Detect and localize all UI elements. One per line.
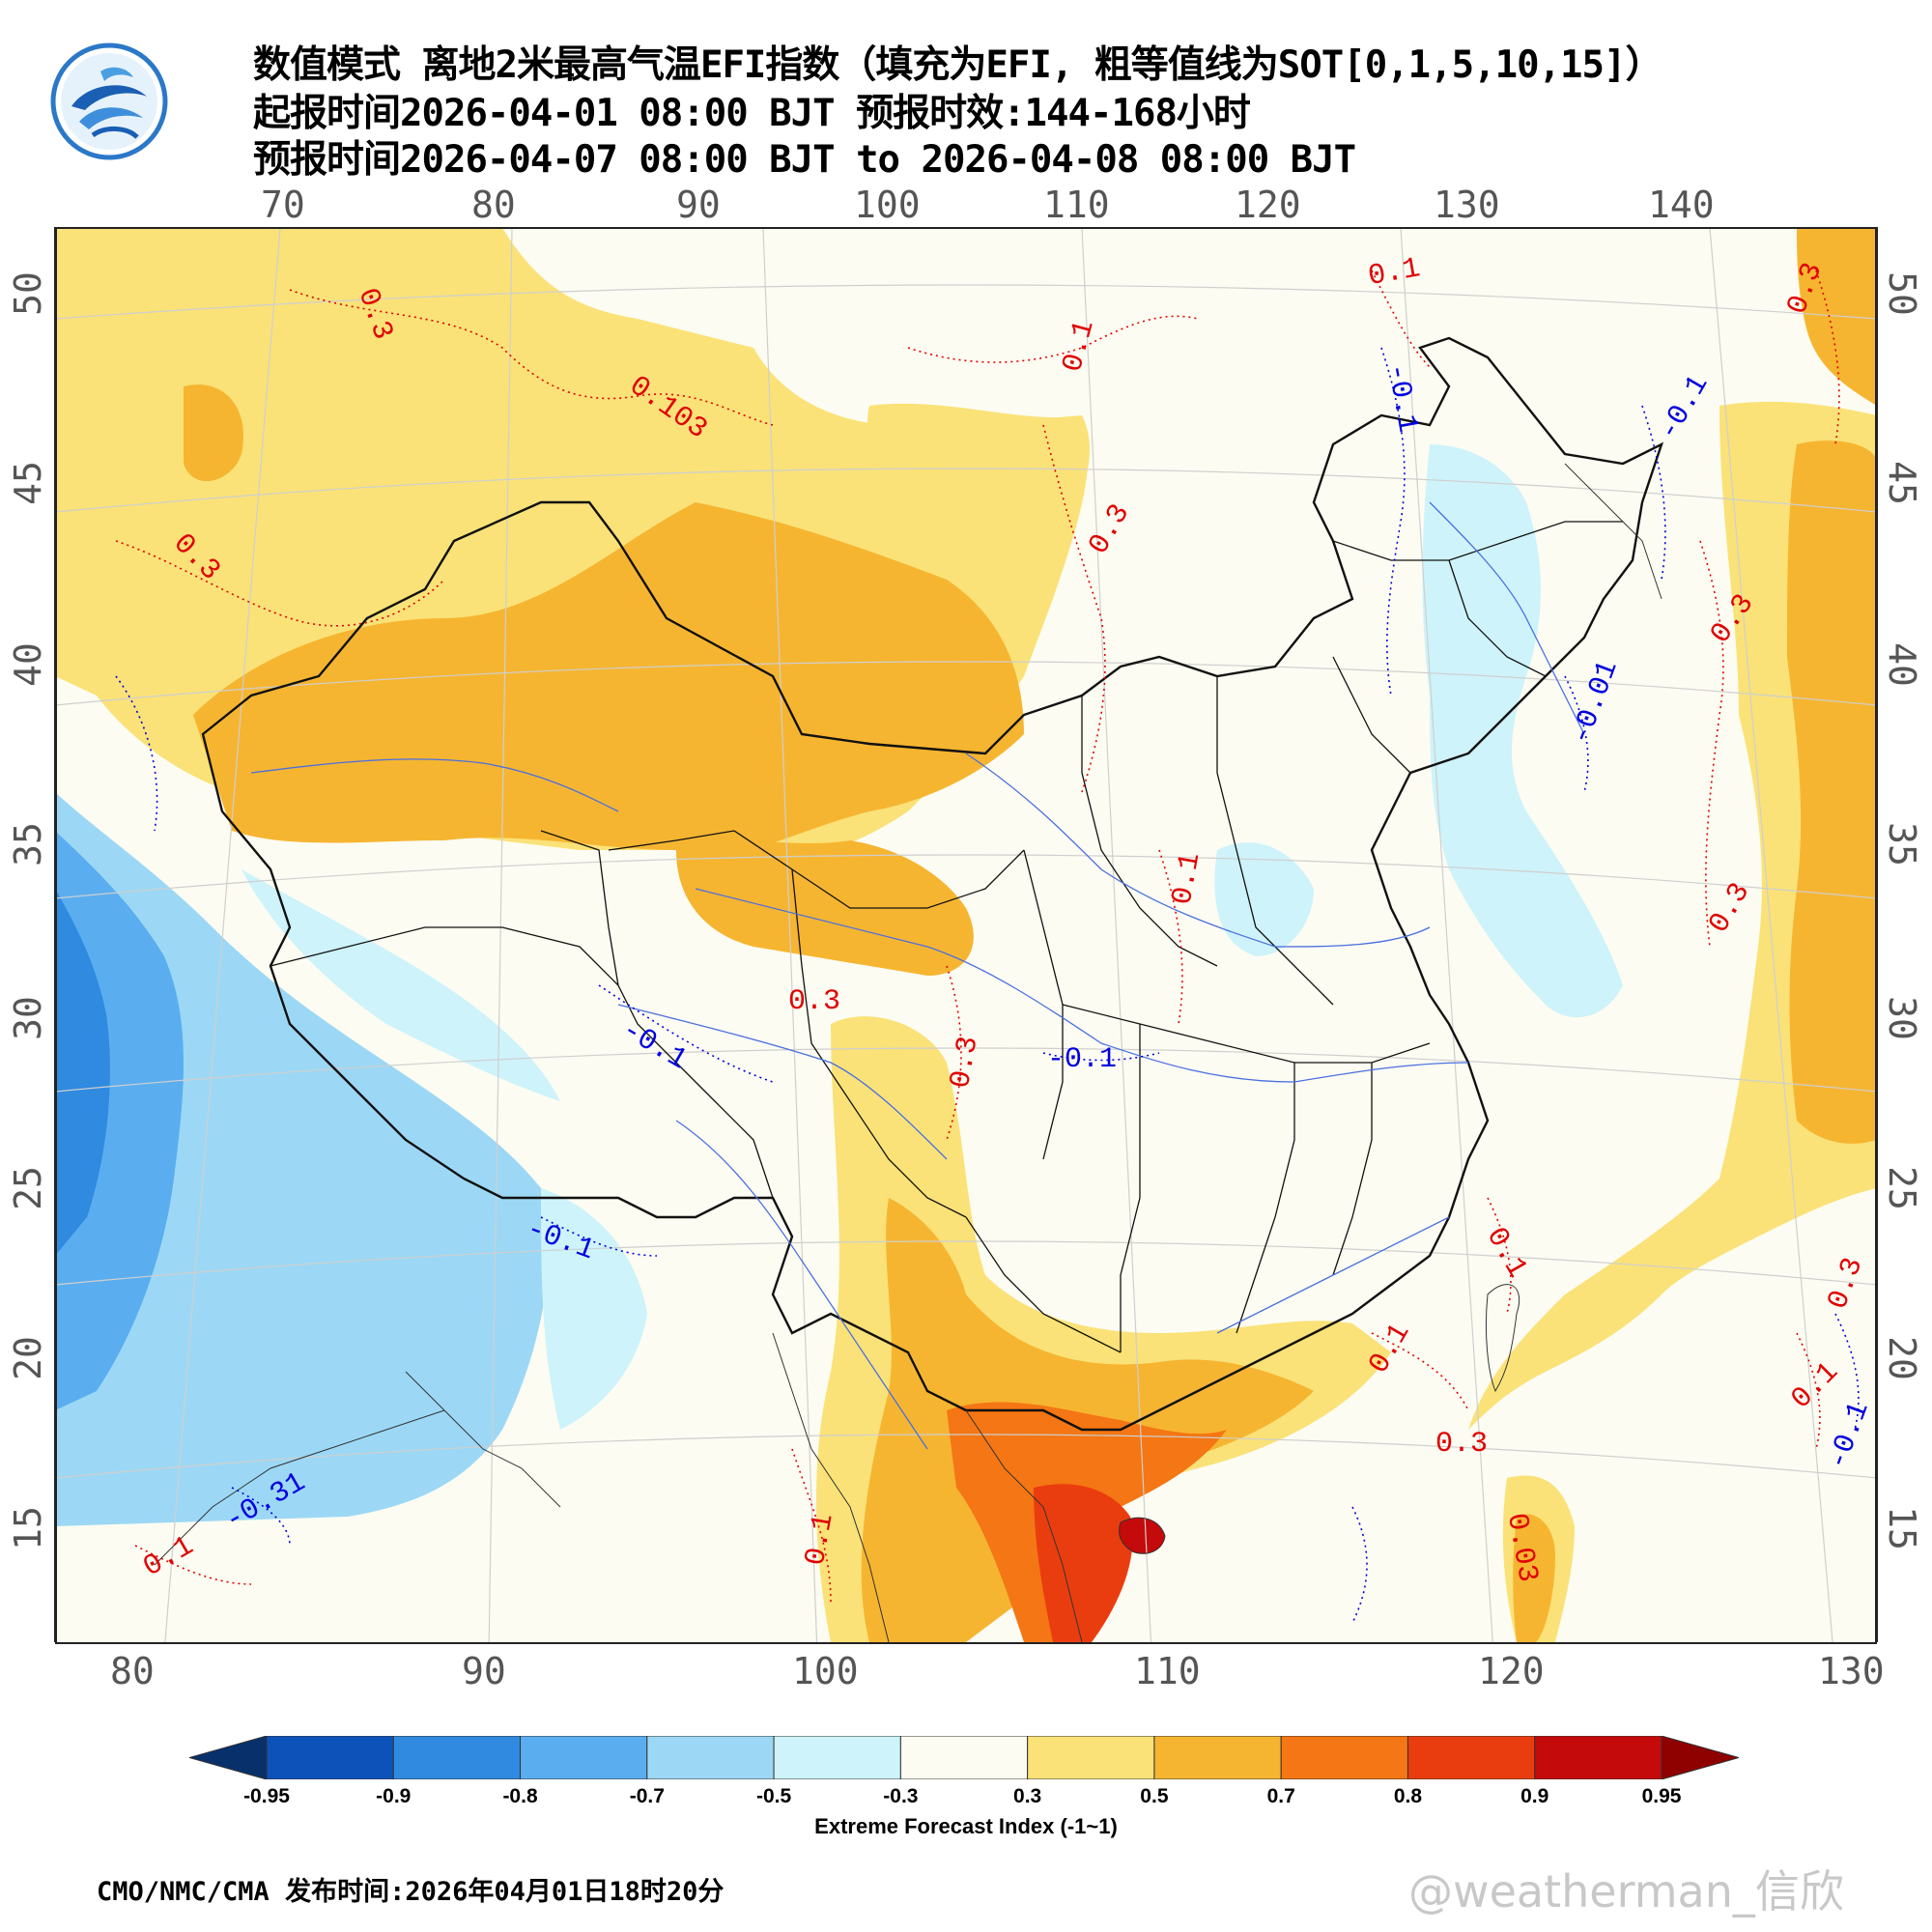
lon-label: 80: [471, 184, 516, 226]
chart-title-line1: 数值模式 离地2米最高气温EFI指数（填充为EFI, 粗等值线为SOT[0,1,…: [253, 43, 1662, 87]
lon-label: 100: [854, 184, 921, 226]
province-borders: [270, 521, 1623, 1353]
colorbar-tick: 0.3: [1013, 1785, 1042, 1807]
lat-label: 25: [1880, 1166, 1923, 1210]
efi-fill-india-deep-blue: [55, 889, 110, 1256]
efi-fill-sw-patch: [184, 384, 243, 482]
efi-fill-scs-red: [1034, 1484, 1133, 1642]
lon-label: 80: [110, 1650, 155, 1692]
colorbar-tick: -0.3: [883, 1785, 919, 1807]
lat-label: 20: [6, 1336, 49, 1380]
colorbar-tick: 0.7: [1266, 1785, 1295, 1807]
efi-fill-east-orange: [1787, 440, 1877, 1144]
chart-title-line2: 起报时间2026-04-01 08:00 BJT 预报时效:144-168小时: [253, 92, 1251, 135]
lon-label: 130: [1818, 1650, 1885, 1692]
lon-label: 90: [462, 1650, 506, 1692]
colorbar-bin: [773, 1736, 901, 1779]
lat-label: 15: [6, 1506, 49, 1550]
lat-label: 35: [1880, 822, 1923, 867]
cma-logo-icon: [50, 43, 168, 160]
colorbar-bin: [1406, 1736, 1536, 1779]
contour-label: -0.1: [1047, 1043, 1117, 1076]
efi-fill-north-china-pale-blue: [1214, 842, 1314, 956]
efi-fill-ne-pale-blue: [1422, 444, 1623, 1018]
contour-label: 0.3: [788, 985, 840, 1018]
colorbar-bin: [1534, 1736, 1662, 1779]
contour-label: 0.3: [1435, 1428, 1488, 1461]
efi-fill-mongolia-yellow: [867, 403, 1091, 541]
lon-label: 140: [1648, 184, 1715, 226]
colorbar-tick: 0.9: [1520, 1785, 1549, 1807]
lon-label: 110: [1134, 1650, 1201, 1692]
colorbar-arrow-low: [189, 1736, 268, 1779]
efi-fill-east-yellow: [1468, 401, 1877, 1430]
lat-label: 20: [1880, 1336, 1923, 1380]
colorbar-bin: [1027, 1736, 1155, 1779]
colorbar-tick: -0.8: [502, 1785, 538, 1807]
colorbar-bin: [266, 1736, 394, 1779]
issue-footer: CMO/NMC/CMA 发布时间:2026年04月01日18时20分: [97, 1877, 724, 1907]
colorbar-tick: -0.7: [629, 1785, 665, 1807]
lat-label: 50: [1880, 271, 1923, 316]
colorbar-tick: 0.5: [1140, 1785, 1169, 1807]
colorbar-bin: [520, 1736, 648, 1779]
efi-fill-qinghai-orange: [676, 840, 974, 976]
colorbar-bin: [1280, 1736, 1408, 1779]
colorbar-arrow-high: [1661, 1736, 1739, 1779]
colorbar-bin: [646, 1736, 775, 1779]
colorbar-tick: -0.9: [376, 1785, 412, 1807]
colorbar-tick: -0.5: [755, 1785, 792, 1807]
china-border: [201, 336, 1664, 1432]
efi-colorbar: [189, 1736, 1739, 1779]
colorbar-bin: [392, 1736, 522, 1779]
lat-label: 40: [6, 642, 49, 687]
lon-label: 70: [261, 184, 305, 226]
efi-fill-india-pale: [541, 1188, 647, 1430]
lon-label: 100: [792, 1650, 859, 1692]
lat-label: 40: [1880, 642, 1923, 687]
colorbar-tick: -0.95: [243, 1785, 290, 1807]
lon-label: 120: [1235, 184, 1301, 226]
lon-label: 120: [1478, 1650, 1545, 1692]
graticule: [55, 228, 1877, 1700]
efi-fill-ne-orange: [1797, 228, 1877, 406]
colorbar-tick: 0.8: [1393, 1785, 1423, 1807]
rivers: [250, 501, 1585, 1450]
lat-label: 25: [6, 1166, 49, 1210]
chart-title-line3: 预报时间2026-04-07 08:00 BJT to 2026-04-08 0…: [253, 138, 1356, 182]
lon-label: 110: [1043, 184, 1110, 226]
lat-label: 45: [6, 461, 49, 505]
efi-fill-india-light-blue: [55, 792, 549, 1526]
colorbar-bin: [899, 1736, 1029, 1779]
lon-label: 90: [676, 184, 721, 226]
sot-contours: [115, 270, 1860, 1624]
lat-label: 30: [1880, 996, 1923, 1040]
watermark: @weatherman_信欣: [1408, 1865, 1844, 1918]
lat-label: 35: [6, 822, 49, 867]
colorbar-tick: 0.95: [1641, 1785, 1682, 1807]
colorbar-bin: [1153, 1736, 1282, 1779]
country-borders: [154, 463, 1662, 1643]
efi-fill-hainan-red: [1119, 1518, 1165, 1554]
efi-map: 0.3 0.1 0.1 0.103 0.3 0.3 -0.1 -0.1 0.3 …: [54, 227, 1878, 1700]
lon-label: 130: [1434, 184, 1500, 226]
lat-label: 30: [6, 996, 49, 1040]
efi-fill-central-orange: [193, 502, 1024, 856]
lat-label: 45: [1880, 461, 1923, 505]
efi-fill-philippines-orange: [1513, 1514, 1555, 1642]
lat-label: 50: [6, 271, 49, 316]
lat-label: 15: [1880, 1506, 1923, 1550]
efi-fill-nepal-pale: [242, 869, 560, 1101]
colorbar-label: Extreme Forecast Index (-1~1): [814, 1814, 1118, 1838]
